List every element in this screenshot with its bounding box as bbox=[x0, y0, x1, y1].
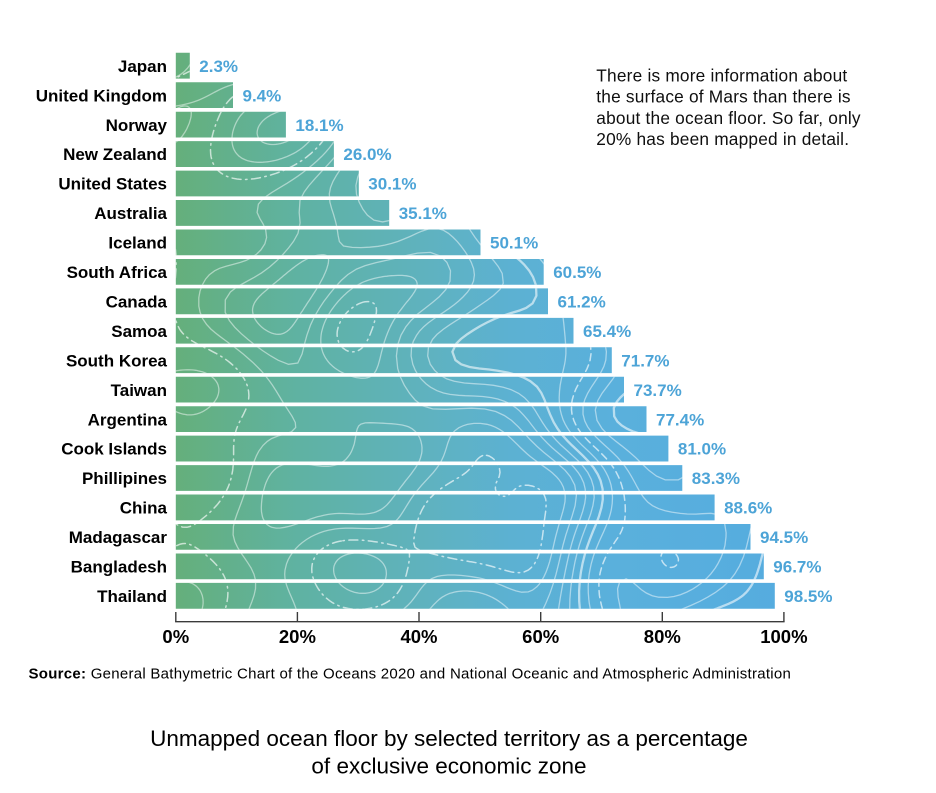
svg-text:60%: 60% bbox=[522, 626, 559, 647]
svg-text:Taiwan: Taiwan bbox=[111, 381, 167, 400]
svg-text:Phillipines: Phillipines bbox=[82, 469, 167, 488]
svg-text:Thailand: Thailand bbox=[97, 587, 167, 606]
svg-text:77.4%: 77.4% bbox=[656, 410, 704, 429]
svg-text:Canada: Canada bbox=[106, 293, 168, 312]
svg-text:Samoa: Samoa bbox=[111, 322, 167, 341]
svg-text:98.5%: 98.5% bbox=[784, 587, 832, 606]
svg-text:Madagascar: Madagascar bbox=[69, 528, 168, 547]
svg-text:20%: 20% bbox=[279, 626, 316, 647]
svg-text:Argentina: Argentina bbox=[88, 410, 168, 429]
svg-text:80%: 80% bbox=[644, 626, 681, 647]
svg-text:China: China bbox=[120, 499, 168, 518]
svg-text:65.4%: 65.4% bbox=[583, 322, 631, 341]
svg-text:Japan: Japan bbox=[118, 57, 167, 76]
svg-text:New Zealand: New Zealand bbox=[63, 145, 167, 164]
svg-text:Norway: Norway bbox=[106, 116, 168, 135]
svg-text:United States: United States bbox=[58, 175, 167, 194]
svg-text:Cook Islands: Cook Islands bbox=[61, 440, 167, 459]
svg-text:81.0%: 81.0% bbox=[678, 440, 726, 459]
svg-text:2.3%: 2.3% bbox=[199, 57, 238, 76]
svg-text:60.5%: 60.5% bbox=[553, 263, 601, 282]
svg-text:61.2%: 61.2% bbox=[558, 293, 606, 312]
svg-text:83.3%: 83.3% bbox=[692, 469, 740, 488]
svg-text:of exclusive economic zone: of exclusive economic zone bbox=[311, 753, 586, 778]
svg-text:United Kingdom: United Kingdom bbox=[36, 86, 167, 105]
svg-text:Source: General Bathymetric Ch: Source: General Bathymetric Chart of the… bbox=[29, 666, 792, 683]
svg-text:Australia: Australia bbox=[94, 204, 167, 223]
svg-text:96.7%: 96.7% bbox=[773, 558, 821, 577]
svg-text:71.7%: 71.7% bbox=[621, 351, 669, 370]
svg-text:South Africa: South Africa bbox=[67, 263, 168, 282]
svg-text:20% has been mapped in detail.: 20% has been mapped in detail. bbox=[596, 129, 849, 149]
svg-text:Iceland: Iceland bbox=[108, 234, 167, 253]
svg-text:0%: 0% bbox=[162, 626, 189, 647]
svg-text:40%: 40% bbox=[400, 626, 437, 647]
svg-text:100%: 100% bbox=[760, 626, 807, 647]
svg-text:Bangladesh: Bangladesh bbox=[71, 558, 167, 577]
svg-text:26.0%: 26.0% bbox=[343, 145, 391, 164]
svg-text:88.6%: 88.6% bbox=[724, 499, 772, 518]
svg-text:50.1%: 50.1% bbox=[490, 234, 538, 253]
svg-text:73.7%: 73.7% bbox=[634, 381, 682, 400]
svg-text:There is more information abou: There is more information about bbox=[596, 65, 847, 85]
svg-text:94.5%: 94.5% bbox=[760, 528, 808, 547]
svg-text:35.1%: 35.1% bbox=[399, 204, 447, 223]
svg-text:the surface of Mars than there: the surface of Mars than there is bbox=[596, 87, 851, 107]
svg-text:about the ocean floor. So far,: about the ocean floor. So far, only bbox=[596, 108, 861, 128]
svg-text:30.1%: 30.1% bbox=[368, 175, 416, 194]
svg-text:Unmapped ocean floor by select: Unmapped ocean floor by selected territo… bbox=[150, 726, 748, 751]
svg-text:South Korea: South Korea bbox=[66, 351, 168, 370]
svg-text:18.1%: 18.1% bbox=[295, 116, 343, 135]
svg-text:9.4%: 9.4% bbox=[243, 86, 282, 105]
